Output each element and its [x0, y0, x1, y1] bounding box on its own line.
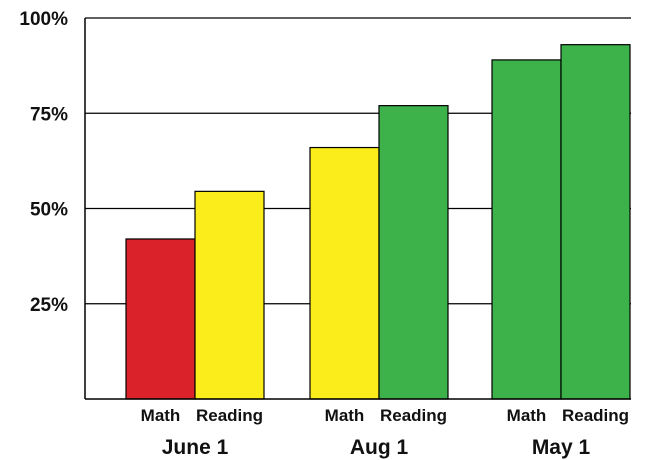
group-label: May 1	[532, 436, 591, 459]
bar-may-1-reading	[560, 44, 631, 400]
bar-aug-1-math	[309, 146, 380, 400]
y-tick-label: 25%	[30, 295, 68, 316]
bar-category-label: Math	[507, 406, 547, 425]
group-label: Aug 1	[350, 436, 409, 459]
labels: 25% 50% 75% 100% Math Reading June 1 Math Readin…	[19, 9, 629, 459]
bar-may-1-math	[491, 59, 562, 400]
bar-june-1-math	[125, 238, 196, 400]
bar-category-label: Reading	[380, 406, 447, 425]
axes	[84, 18, 631, 400]
bar-category-label: Math	[141, 406, 181, 425]
bar-category-label: Reading	[196, 406, 263, 425]
bar-aug-1-reading	[378, 105, 449, 400]
bar-june-1-reading	[194, 190, 265, 400]
bar-category-label: Reading	[562, 406, 629, 425]
y-tick-label: 75%	[30, 104, 68, 125]
y-tick-label: 100%	[19, 9, 68, 30]
y-tick-label: 50%	[30, 200, 68, 221]
bar-category-label: Math	[325, 406, 365, 425]
bars	[125, 44, 631, 400]
group-label: June 1	[162, 436, 229, 459]
